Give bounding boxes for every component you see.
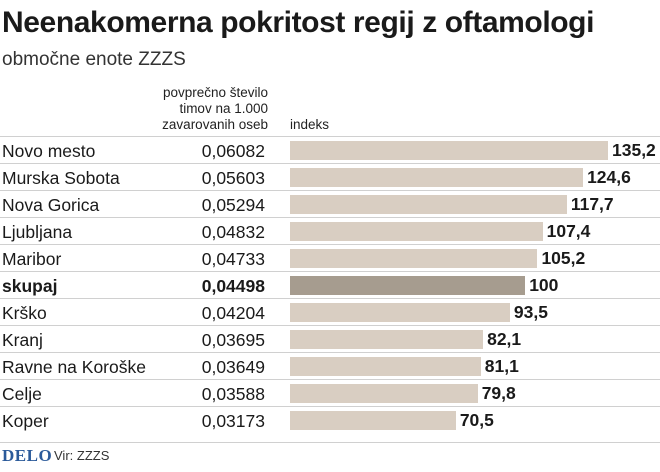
table-row-total: skupaj 0,04498 100 — [0, 271, 660, 298]
index-bar — [290, 168, 584, 187]
teams-per-1000-value: 0,03695 — [201, 330, 265, 350]
index-value-label: 93,5 — [513, 302, 548, 322]
table-row: Novo mesto 0,06082 135,2 — [0, 136, 660, 163]
source-note: Vir: ZZZS — [54, 448, 110, 463]
table-row: Koper 0,03173 70,5 — [0, 406, 660, 433]
table-row: Maribor 0,04733 105,2 — [0, 244, 660, 271]
teams-per-1000-value: 0,03588 — [201, 384, 265, 404]
index-value-label: 70,5 — [459, 410, 494, 430]
table-row: Ravne na Koroške 0,03649 81,1 — [0, 352, 660, 379]
value-column-header: povprečno število timov na 1.000 zavarov… — [128, 85, 268, 133]
index-value-label: 100 — [529, 275, 559, 295]
region-name: Krško — [2, 303, 47, 323]
table-row: Krško 0,04204 93,5 — [0, 298, 660, 325]
index-value-label: 79,8 — [481, 383, 516, 403]
teams-per-1000-value: 0,06082 — [201, 141, 265, 161]
region-name: Nova Gorica — [2, 195, 100, 215]
index-bar — [290, 141, 608, 160]
delo-logo: DELO — [2, 446, 53, 465]
footer: DELO Vir: ZZZS — [0, 442, 660, 472]
index-value-label: 107,4 — [546, 221, 591, 241]
teams-per-1000-value: 0,05294 — [201, 195, 265, 215]
region-name: skupaj — [2, 276, 58, 296]
value-column-header-line: timov na 1.000 — [179, 101, 268, 116]
index-bar — [290, 411, 456, 430]
index-value-label: 124,6 — [587, 167, 631, 187]
region-name: Maribor — [2, 249, 62, 269]
index-value-label: 82,1 — [487, 329, 522, 349]
teams-per-1000-value: 0,04204 — [201, 303, 265, 323]
region-name: Novo mesto — [2, 141, 96, 161]
teams-per-1000-value: 0,04498 — [201, 276, 265, 296]
teams-per-1000-value: 0,03649 — [201, 357, 265, 377]
region-name: Murska Sobota — [2, 168, 120, 188]
table-row: Murska Sobota 0,05603 124,6 — [0, 163, 660, 190]
index-bar — [290, 222, 543, 241]
table-row: Nova Gorica 0,05294 117,7 — [0, 190, 660, 217]
chart-subtitle: območne enote ZZZS — [2, 49, 186, 70]
region-name: Kranj — [2, 330, 43, 350]
teams-per-1000-value: 0,03173 — [201, 411, 265, 431]
region-name: Ravne na Koroške — [2, 357, 146, 377]
table-row: Celje 0,03588 79,8 — [0, 379, 660, 406]
index-value-label: 135,2 — [612, 140, 656, 160]
table-row: Ljubljana 0,04832 107,4 — [0, 217, 660, 244]
index-bar — [290, 276, 526, 295]
index-bar — [290, 384, 478, 403]
index-bar — [290, 195, 567, 214]
value-column-header-line: povprečno število — [162, 85, 268, 100]
table-row: Kranj 0,03695 82,1 — [0, 325, 660, 352]
teams-per-1000-value: 0,04733 — [201, 249, 265, 269]
chart-title: Neenakomerna pokritost regij z oftamolog… — [2, 6, 595, 39]
region-name: Ljubljana — [2, 222, 73, 242]
index-bar — [290, 330, 484, 349]
region-name: Koper — [2, 411, 49, 431]
teams-per-1000-value: 0,04832 — [201, 222, 265, 242]
index-value-label: 117,7 — [570, 194, 614, 214]
index-bar — [290, 357, 481, 376]
value-column-header-line: zavarovanih oseb — [162, 117, 268, 132]
region-name: Celje — [2, 384, 42, 404]
index-value-label: 81,1 — [484, 356, 519, 376]
index-column-header: indeks — [290, 117, 330, 132]
index-value-label: 105,2 — [541, 248, 586, 268]
index-bar — [290, 303, 510, 322]
index-bar — [290, 249, 538, 268]
teams-per-1000-value: 0,05603 — [201, 168, 265, 188]
